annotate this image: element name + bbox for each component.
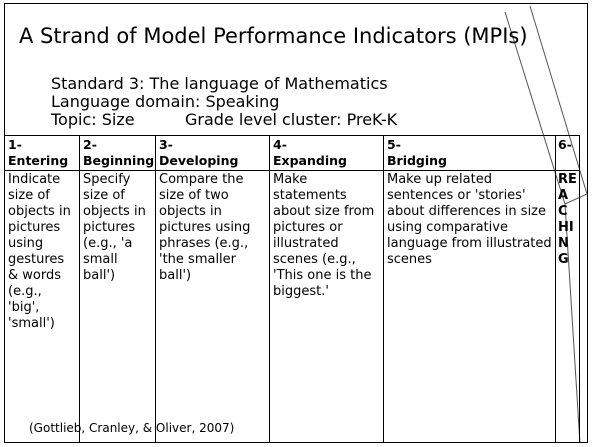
levels-table: 1- Entering 2- Beginning 3- Developing 4- Expan… xyxy=(5,135,580,442)
level-name: Developing xyxy=(159,153,239,168)
level-number: 1- xyxy=(8,137,22,152)
level-name: Expanding xyxy=(273,153,347,168)
column-header: 3- Developing xyxy=(155,135,270,171)
citation: (Gottlieb, Cranley, & Oliver, 2007) xyxy=(29,421,235,435)
level-name: Entering xyxy=(8,153,69,168)
level-name: Bridging xyxy=(387,153,448,168)
slide: A Strand of Model Performance Indicators… xyxy=(4,3,588,443)
standard: Standard 3: The language of Mathematics xyxy=(51,74,388,93)
column-header: 5- Bridging xyxy=(383,135,556,171)
indicator-cell: REACHING xyxy=(555,170,580,442)
level-number: 5- xyxy=(387,137,401,152)
language-domain: Language domain: Speaking xyxy=(51,92,280,111)
indicator-cell: Specify size of objects in pictures (e.g… xyxy=(79,170,156,442)
column-header: 4- Expanding xyxy=(269,135,384,171)
level-name: Beginning xyxy=(83,153,155,168)
title: A Strand of Model Performance Indicators… xyxy=(19,24,528,48)
grade-level: Grade level cluster: PreK-K xyxy=(185,110,398,129)
indicator-cell: Make statements about size from pictures… xyxy=(269,170,384,442)
indicator-cell: Compare the size of two objects in pictu… xyxy=(155,170,270,442)
column-header: 2- Beginning xyxy=(79,135,156,171)
column-header: 1- Entering xyxy=(5,135,80,171)
level-number: 2- xyxy=(83,137,97,152)
column-header: 6- xyxy=(555,135,580,171)
indicator-cell: Indicate size of objects in pictures usi… xyxy=(5,170,80,442)
level-number: 3- xyxy=(159,137,173,152)
level-number: 4- xyxy=(273,137,287,152)
level-number: 6- xyxy=(558,137,572,152)
indicator-cell: Make up related sentences or 'stories' a… xyxy=(383,170,556,442)
topic: Topic: Size xyxy=(51,110,135,129)
